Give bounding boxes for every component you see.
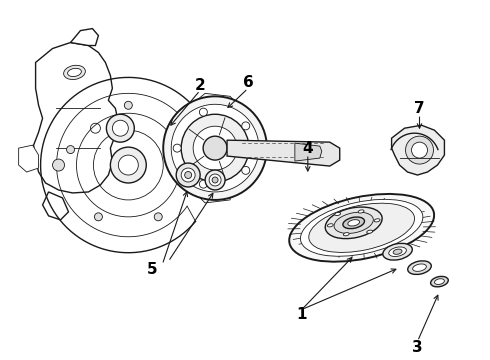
Ellipse shape bbox=[389, 247, 406, 256]
Ellipse shape bbox=[383, 243, 412, 260]
Ellipse shape bbox=[325, 207, 382, 239]
Ellipse shape bbox=[289, 194, 434, 262]
Polygon shape bbox=[71, 28, 98, 45]
Ellipse shape bbox=[327, 224, 333, 227]
Ellipse shape bbox=[334, 212, 373, 233]
Circle shape bbox=[242, 166, 250, 174]
Ellipse shape bbox=[343, 233, 349, 236]
Ellipse shape bbox=[374, 219, 380, 222]
Circle shape bbox=[199, 108, 207, 116]
Circle shape bbox=[119, 155, 138, 175]
Polygon shape bbox=[295, 143, 322, 161]
Text: 7: 7 bbox=[414, 101, 425, 116]
Circle shape bbox=[154, 213, 162, 221]
Ellipse shape bbox=[209, 174, 221, 186]
Text: 6: 6 bbox=[243, 75, 253, 90]
Ellipse shape bbox=[393, 249, 402, 254]
Circle shape bbox=[173, 144, 181, 152]
Ellipse shape bbox=[335, 212, 341, 216]
Ellipse shape bbox=[348, 220, 360, 226]
Circle shape bbox=[193, 126, 237, 170]
Ellipse shape bbox=[309, 203, 415, 252]
Text: 1: 1 bbox=[296, 307, 307, 322]
Polygon shape bbox=[193, 93, 240, 203]
Ellipse shape bbox=[205, 170, 225, 190]
Text: 3: 3 bbox=[412, 340, 423, 355]
Ellipse shape bbox=[435, 279, 444, 284]
Circle shape bbox=[95, 213, 102, 221]
Polygon shape bbox=[34, 42, 119, 193]
Circle shape bbox=[412, 142, 427, 158]
Ellipse shape bbox=[212, 177, 218, 183]
Circle shape bbox=[112, 120, 128, 136]
Circle shape bbox=[110, 147, 147, 183]
Ellipse shape bbox=[185, 171, 192, 179]
Text: 2: 2 bbox=[195, 78, 205, 93]
Polygon shape bbox=[19, 145, 39, 172]
Ellipse shape bbox=[413, 264, 426, 271]
Ellipse shape bbox=[300, 199, 423, 256]
Circle shape bbox=[181, 114, 249, 182]
Polygon shape bbox=[43, 192, 69, 220]
Text: 5: 5 bbox=[147, 262, 158, 277]
Circle shape bbox=[406, 136, 434, 164]
Text: 4: 4 bbox=[302, 141, 313, 156]
Ellipse shape bbox=[343, 217, 365, 229]
Ellipse shape bbox=[358, 210, 364, 213]
Circle shape bbox=[171, 104, 259, 192]
Circle shape bbox=[106, 114, 134, 142]
Ellipse shape bbox=[367, 230, 373, 233]
Ellipse shape bbox=[176, 163, 200, 187]
Circle shape bbox=[163, 96, 267, 200]
Circle shape bbox=[67, 145, 74, 154]
Circle shape bbox=[52, 159, 65, 171]
Circle shape bbox=[124, 101, 132, 109]
Polygon shape bbox=[227, 140, 340, 166]
Polygon shape bbox=[392, 125, 444, 175]
Circle shape bbox=[199, 180, 207, 188]
Ellipse shape bbox=[431, 276, 448, 287]
Circle shape bbox=[242, 122, 250, 130]
Circle shape bbox=[203, 136, 227, 160]
Ellipse shape bbox=[64, 65, 85, 80]
Ellipse shape bbox=[408, 261, 431, 274]
Ellipse shape bbox=[181, 168, 195, 182]
Ellipse shape bbox=[68, 68, 81, 77]
